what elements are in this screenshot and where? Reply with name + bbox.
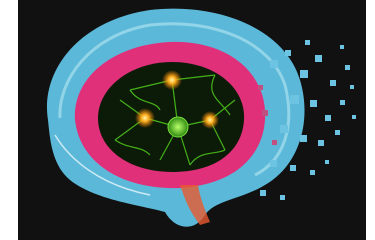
glow [201,111,219,129]
illustration [0,0,375,240]
page [0,0,375,240]
neuron-cell [168,117,188,137]
glow [135,108,155,128]
glow [162,70,182,90]
